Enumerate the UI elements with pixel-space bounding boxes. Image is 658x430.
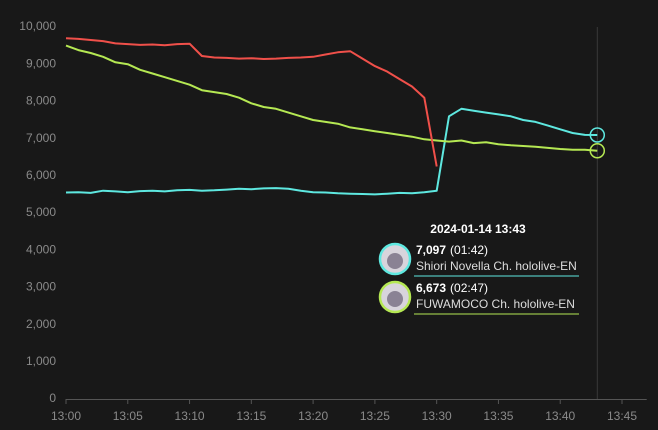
tooltip-duration: (01:42) bbox=[450, 243, 488, 257]
avatar-face bbox=[387, 291, 403, 307]
tooltip-name: FUWAMOCO Ch. hololive-EN bbox=[416, 297, 575, 311]
y-tick-label: 6,000 bbox=[26, 168, 56, 182]
x-tick-label: 13:10 bbox=[175, 409, 205, 423]
tooltip-value-row: 7,097 (01:42) bbox=[416, 243, 488, 257]
tooltip-title: 2024-01-14 13:43 bbox=[430, 222, 526, 236]
y-tick-label: 0 bbox=[49, 391, 56, 405]
y-tick-label: 10,000 bbox=[19, 19, 56, 33]
series-line bbox=[65, 44, 598, 152]
avatar-face bbox=[387, 253, 403, 269]
tooltip-value: 6,673 bbox=[416, 281, 446, 295]
y-tick-label: 1,000 bbox=[26, 354, 56, 368]
y-tick-label: 7,000 bbox=[26, 131, 56, 145]
x-tick-label: 13:20 bbox=[298, 409, 328, 423]
x-tick-label: 13:25 bbox=[360, 409, 390, 423]
y-tick-label: 8,000 bbox=[26, 94, 56, 108]
y-tick-label: 9,000 bbox=[26, 56, 56, 70]
cursor-marker bbox=[589, 143, 606, 159]
x-tick-label: 13:15 bbox=[236, 409, 266, 423]
x-tick-label: 13:35 bbox=[483, 409, 513, 423]
tooltip-name: Shiori Novella Ch. hololive-EN bbox=[416, 259, 577, 273]
x-tick-label: 13:30 bbox=[422, 409, 452, 423]
x-tick-label: 13:45 bbox=[607, 409, 637, 423]
x-tick-label: 13:05 bbox=[113, 409, 143, 423]
tooltip-value-row: 6,673 (02:47) bbox=[416, 281, 488, 295]
tooltip-value: 7,097 bbox=[416, 243, 446, 257]
y-tick-label: 2,000 bbox=[26, 317, 56, 331]
y-tick-label: 3,000 bbox=[26, 280, 56, 294]
x-tick-label: 13:40 bbox=[545, 409, 575, 423]
series-line bbox=[65, 37, 438, 167]
series-line bbox=[65, 107, 598, 196]
y-tick-label: 5,000 bbox=[26, 205, 56, 219]
tooltip-duration: (02:47) bbox=[450, 281, 488, 295]
cursor-marker bbox=[589, 127, 606, 143]
y-tick-label: 4,000 bbox=[26, 242, 56, 256]
x-tick-label: 13:00 bbox=[51, 409, 81, 423]
